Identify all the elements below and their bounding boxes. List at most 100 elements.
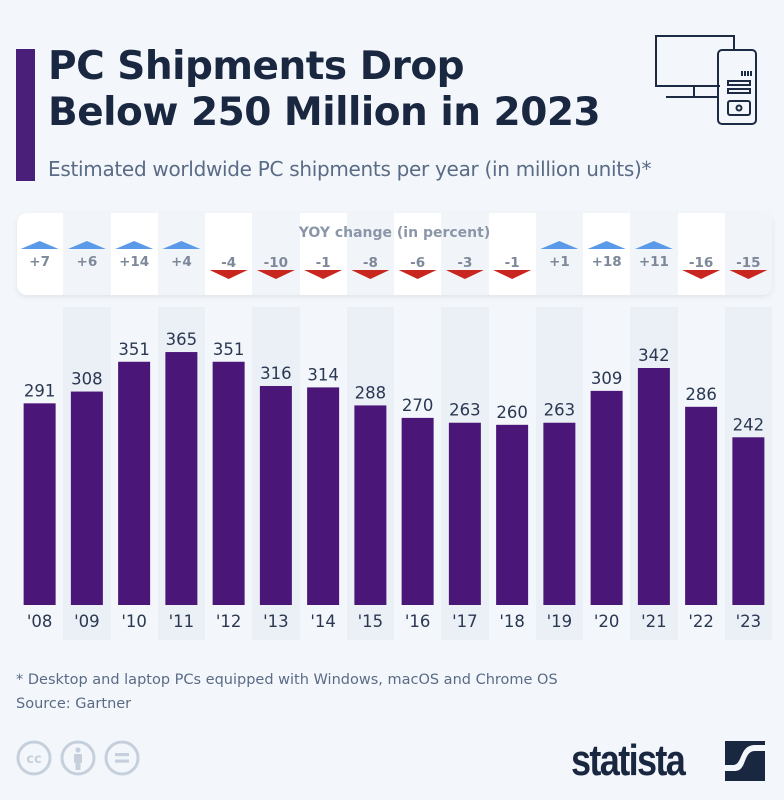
data-label: 263 [544, 401, 576, 420]
down-arrow-icon [351, 270, 390, 279]
data-label: 286 [685, 385, 717, 404]
svg-text:cc: cc [26, 752, 41, 767]
x-tick-label: '08 [27, 612, 53, 631]
data-label: 291 [24, 381, 56, 400]
x-tick-label: '18 [499, 612, 525, 631]
x-tick-label: '16 [405, 612, 431, 631]
bar-20 [590, 390, 623, 605]
title-line-2: Below 250 Million in 2023 [48, 90, 601, 135]
data-label: 351 [118, 340, 150, 359]
bar-22 [685, 406, 718, 605]
bar-10 [118, 361, 151, 605]
bar-18 [496, 424, 529, 605]
yoy-label: -4 [221, 255, 236, 271]
bar-19 [543, 422, 576, 605]
data-label: 351 [213, 340, 245, 359]
yoy-column-band [630, 213, 678, 295]
data-label: 309 [591, 369, 623, 388]
page-title: PC Shipments Drop Below 250 Million in 2… [48, 44, 601, 136]
down-arrow-icon [493, 270, 532, 279]
data-label: 288 [355, 383, 387, 402]
source-note: Source: Gartner [16, 696, 132, 712]
data-label: 270 [402, 396, 434, 415]
data-label: 260 [496, 403, 528, 422]
yoy-label: -3 [457, 255, 472, 271]
yoy-label: +11 [639, 254, 669, 270]
up-arrow-icon [67, 241, 106, 249]
yoy-label: -1 [505, 255, 520, 271]
x-tick-label: '21 [641, 612, 667, 631]
bar-08 [23, 403, 56, 605]
footnote: * Desktop and laptop PCs equipped with W… [16, 672, 558, 688]
yoy-indicators: +7 +6 +14 +4 -4 -10 -1 -8 -6 -3 -1 +1 +18 +11 -16 -15 [20, 241, 768, 279]
bar-15 [354, 405, 387, 605]
x-tick-label: '09 [74, 612, 100, 631]
creative-commons-icon[interactable]: cc [16, 740, 52, 776]
down-arrow-icon [445, 270, 484, 279]
up-arrow-icon [634, 241, 673, 249]
down-arrow-icon [682, 270, 721, 279]
yoy-label: +4 [171, 254, 192, 270]
statista-mark-icon [725, 741, 765, 781]
data-label: 365 [166, 330, 198, 349]
yoy-column-band [346, 213, 394, 295]
up-arrow-icon [540, 241, 579, 249]
x-tick-label: '11 [169, 612, 195, 631]
yoy-column-band [157, 213, 205, 295]
yoy-title: YOY change (in percent) [298, 225, 491, 241]
yoy-label: -8 [363, 255, 378, 271]
yoy-label: -10 [264, 255, 288, 271]
x-tick-label: '14 [310, 612, 336, 631]
data-label: 242 [733, 415, 765, 434]
x-tick-label: '15 [358, 612, 384, 631]
bar-11 [165, 352, 198, 605]
bar-14 [307, 387, 340, 605]
yoy-column-band [63, 213, 111, 295]
title-line-1: PC Shipments Drop [48, 44, 465, 89]
yoy-label: -1 [316, 255, 331, 271]
chart-subtitle: Estimated worldwide PC shipments per yea… [48, 157, 652, 181]
bar-13 [259, 386, 292, 605]
yoy-column-band [535, 213, 583, 295]
up-arrow-icon [115, 241, 154, 249]
yoy-column-band [441, 213, 489, 295]
x-tick-label: '12 [216, 612, 242, 631]
yoy-panel: YOY change (in percent) +7 +6 +14 +4 -4 -10 -1… [17, 213, 772, 295]
bar-09 [70, 391, 103, 605]
yoy-column-band [252, 213, 300, 295]
down-arrow-icon [256, 270, 295, 279]
x-tick-label: '20 [594, 612, 620, 631]
attribution-icon[interactable] [60, 740, 96, 776]
statista-logo[interactable]: statista [571, 736, 765, 786]
title-accent-bar [16, 49, 35, 181]
x-tick-label: '23 [736, 612, 762, 631]
data-label: 263 [449, 401, 481, 420]
yoy-label: +1 [549, 254, 570, 270]
data-label: 308 [71, 370, 103, 389]
down-arrow-icon [729, 270, 768, 279]
yoy-label: +18 [592, 254, 622, 270]
up-arrow-icon [162, 241, 201, 249]
bar-17 [448, 422, 481, 605]
data-label: 342 [638, 346, 670, 365]
x-tick-label: '22 [688, 612, 714, 631]
yoy-label: -15 [736, 255, 760, 271]
x-tick-label: '10 [121, 612, 147, 631]
down-arrow-icon [209, 270, 248, 279]
down-arrow-icon [304, 270, 343, 279]
up-arrow-icon [587, 241, 626, 249]
yoy-label: -16 [689, 255, 713, 271]
yoy-column-band [724, 213, 772, 295]
brand-name: statista [571, 736, 686, 785]
x-tick-label: '19 [547, 612, 573, 631]
x-tick-label: '17 [452, 612, 478, 631]
yoy-label: +6 [77, 254, 98, 270]
yoy-label: +7 [29, 254, 50, 270]
yoy-label: -6 [410, 255, 425, 271]
bar-16 [401, 417, 434, 605]
bar-12 [212, 361, 245, 605]
bar-chart: 291 '08 308 '09 351 '10 365 '11 351 '12 316 '13 314 '… [23, 330, 765, 631]
data-label: 314 [307, 365, 339, 384]
bar-23 [732, 437, 765, 605]
no-derivatives-icon[interactable] [104, 740, 140, 776]
